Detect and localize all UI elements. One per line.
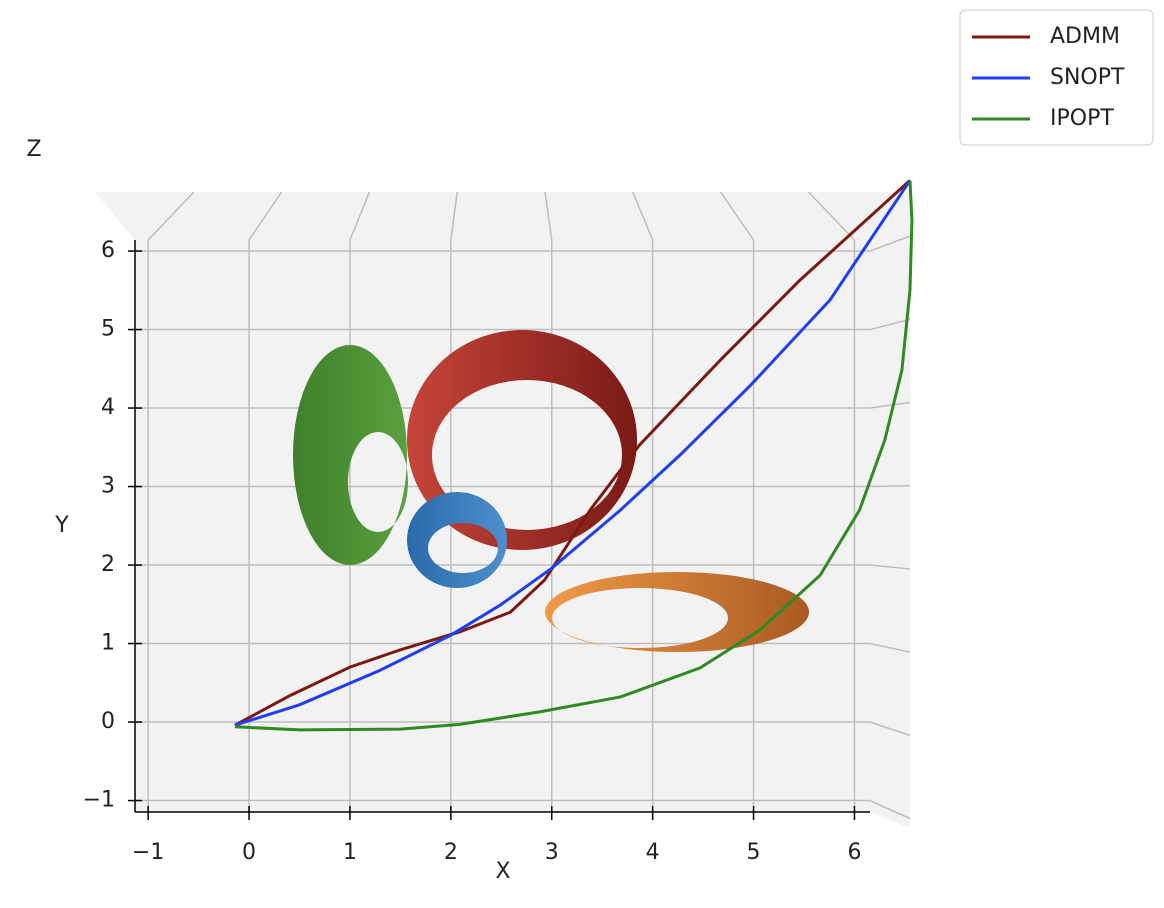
z-label: Z: [26, 137, 41, 162]
grid-line: [248, 191, 283, 241]
grid-line: [719, 191, 755, 241]
y-tick-label: −1: [83, 788, 115, 813]
grid: [135, 191, 911, 820]
y-tick-label: 0: [101, 709, 115, 734]
x-tick-label: 1: [343, 840, 357, 865]
grid-line: [349, 191, 371, 241]
y-tick-label: 1: [101, 631, 115, 656]
series-line: [234, 180, 914, 732]
lines: [234, 179, 914, 732]
series-line: [234, 179, 912, 727]
pane: [95, 192, 910, 828]
grid-line: [869, 484, 911, 488]
x-tick-label: 5: [747, 840, 761, 865]
y-tick-label: 6: [101, 238, 115, 263]
legend-label: SNOPT: [1050, 65, 1125, 90]
legend-label: ADMM: [1050, 24, 1120, 49]
obstacle: [545, 572, 809, 652]
grid-line: [869, 642, 911, 653]
grid-line: [869, 235, 911, 252]
legend-label: IPOPT: [1050, 106, 1114, 131]
obstacle: [293, 345, 408, 565]
legend: [959, 9, 1154, 146]
y-tick-label: 2: [101, 552, 115, 577]
obstacle: [407, 492, 507, 588]
grid-line: [869, 799, 911, 820]
grid-line: [869, 564, 911, 570]
x-tick-label: 4: [646, 840, 660, 865]
grid-line: [450, 191, 458, 241]
grid-line: [869, 318, 911, 331]
x-tick-label: 0: [242, 840, 256, 865]
obstacles: [293, 330, 809, 652]
x-tick-label: 6: [847, 840, 861, 865]
grid-line: [869, 401, 911, 409]
legend-items: ADMM SNOPT IPOPT: [972, 24, 1125, 131]
x-label: X: [495, 859, 510, 884]
grid-line: [147, 191, 195, 241]
grid-line: [807, 191, 855, 241]
series-line: [234, 179, 911, 727]
y-tick-label: 5: [101, 317, 115, 342]
x-tick-label: 3: [545, 840, 559, 865]
grid-line: [869, 721, 911, 737]
x-tick-label: 2: [444, 840, 458, 865]
x-tick-label: −1: [132, 840, 164, 865]
y-tick-label: 3: [101, 474, 115, 499]
y-tick-label: 4: [101, 395, 115, 420]
y-label: Y: [54, 513, 69, 538]
grid-line: [632, 191, 654, 241]
obstacle: [407, 330, 637, 550]
grid-line: [544, 191, 553, 241]
